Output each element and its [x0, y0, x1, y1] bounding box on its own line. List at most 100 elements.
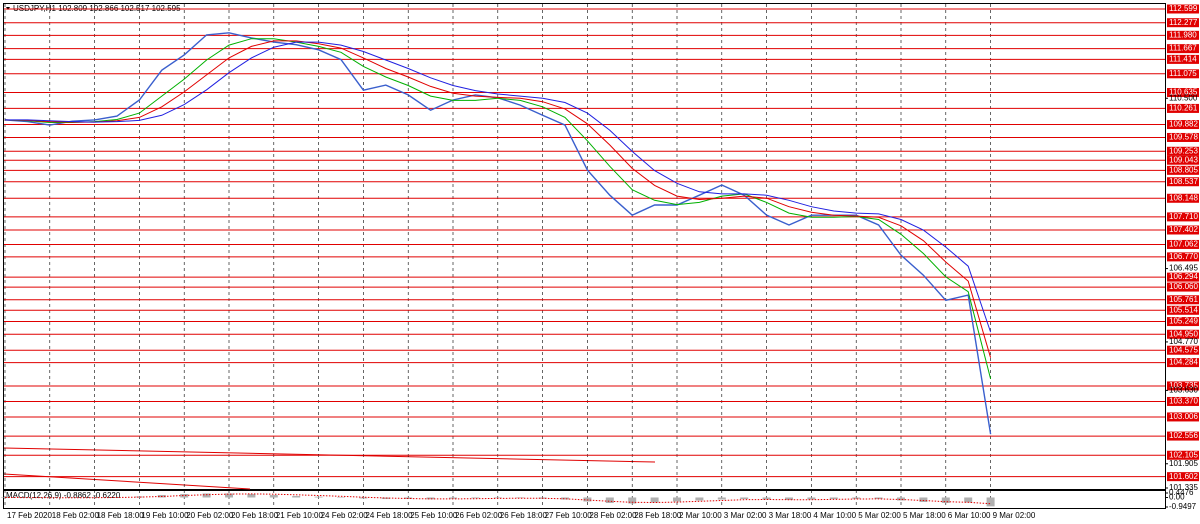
- level-label-box: [1167, 44, 1199, 54]
- level-label: 102.556: [1169, 431, 1198, 440]
- level-label-box: [1167, 146, 1199, 156]
- signal-line: [4, 493, 991, 505]
- level-label: 104.284: [1169, 358, 1198, 367]
- level-label-box: [1167, 18, 1199, 28]
- macd-bar: [359, 497, 368, 499]
- level-label-box: [1167, 329, 1199, 339]
- macd-bar: [919, 497, 928, 502]
- macd-bar: [986, 497, 995, 507]
- macd-bar: [225, 493, 233, 498]
- y-tick-label: 103.630: [1169, 386, 1198, 395]
- level-label-box: [1167, 69, 1199, 79]
- level-label: 109.253: [1169, 146, 1198, 155]
- macd-bar: [717, 497, 726, 500]
- macd-bar: [314, 496, 323, 498]
- x-tick-label: 3 Mar 02:00: [724, 511, 767, 520]
- level-label-box: [1167, 431, 1199, 441]
- x-tick-label: 21 Feb 10:00: [276, 511, 324, 520]
- level-label-box: [1167, 272, 1199, 282]
- x-tick-label: 18 Feb 18:00: [97, 511, 145, 520]
- macd-bar: [471, 497, 480, 499]
- x-tick-label: 17 Feb 2020: [7, 511, 52, 520]
- macd-bar: [762, 497, 771, 500]
- level-label-box: [1167, 120, 1199, 130]
- y-tick-label: 110.500: [1169, 93, 1198, 102]
- y-tick-label: 0.4476: [1169, 488, 1194, 497]
- macd-bar: [785, 497, 793, 500]
- level-label-box: [1167, 225, 1199, 235]
- x-tick-label: 4 Mar 10:00: [813, 511, 856, 520]
- level-label-box: [1167, 381, 1199, 391]
- level-label-box: [1167, 396, 1199, 406]
- macd-title: MACD(12,26,9) -0.8862 -0.6220: [6, 491, 121, 500]
- macd-bar: [583, 497, 592, 502]
- level-label: 107.402: [1169, 225, 1198, 234]
- level-label-box: [1167, 30, 1199, 40]
- x-tick-label: 28 Feb 18:00: [634, 511, 682, 520]
- level-label-box: [1167, 345, 1199, 355]
- level-label: 108.148: [1169, 193, 1198, 202]
- x-tick-label: 28 Feb 02:00: [589, 511, 637, 520]
- x-tick-label: 9 Mar 02:00: [993, 511, 1036, 520]
- level-label: 111.980: [1169, 30, 1197, 39]
- macd-bar: [202, 493, 211, 498]
- macd-bar: [852, 497, 861, 499]
- level-label: 106.060: [1169, 282, 1198, 291]
- level-label: 106.294: [1169, 272, 1198, 281]
- level-label: 106.770: [1169, 252, 1198, 261]
- y-tick-label: -0.9497: [1169, 502, 1197, 511]
- level-label: 103.006: [1169, 412, 1198, 421]
- macd-bar: [941, 497, 950, 503]
- x-tick-label: 18 Feb 02:00: [52, 511, 100, 520]
- macd-bar: [381, 497, 390, 499]
- macd-bar: [269, 494, 278, 498]
- price-pane: [3, 3, 1166, 490]
- macd-bar: [829, 497, 838, 499]
- macd-bar: [426, 497, 435, 500]
- level-label-box: [1167, 193, 1199, 203]
- series-line: [4, 38, 992, 380]
- macd-bar: [807, 497, 816, 500]
- macd-bar: [740, 497, 749, 499]
- level-label: 105.249: [1169, 317, 1198, 326]
- level-label: 108.537: [1169, 177, 1198, 186]
- level-label-box: [1167, 103, 1199, 113]
- macd-bar: [247, 493, 256, 498]
- macd-bar: [673, 497, 681, 502]
- level-label: 111.667: [1169, 44, 1197, 53]
- level-label: 110.261: [1169, 104, 1198, 113]
- macd-bar: [180, 493, 189, 498]
- y-tick-label: 101.335: [1169, 483, 1198, 492]
- level-label-box: [1167, 132, 1199, 142]
- level-label: 112.599: [1169, 4, 1198, 13]
- level-label: 111.075: [1169, 69, 1197, 78]
- level-label: 103.370: [1169, 397, 1198, 406]
- y-tick-label: 101.905: [1169, 459, 1198, 468]
- macd-bar: [897, 497, 905, 501]
- x-tick-label: 20 Feb 18:00: [231, 511, 279, 520]
- x-tick-label: 24 Feb 02:00: [321, 511, 369, 520]
- level-label: 109.882: [1169, 120, 1198, 129]
- level-label-box: [1167, 472, 1199, 482]
- level-label: 105.514: [1169, 305, 1198, 314]
- x-tick-label: 27 Feb 10:00: [545, 511, 593, 520]
- level-label-box: [1167, 358, 1199, 368]
- x-tick-label: 20 Feb 02:00: [186, 511, 234, 520]
- level-label: 102.105: [1169, 450, 1198, 459]
- level-label: 112.277: [1169, 18, 1198, 27]
- macd-bar: [874, 497, 883, 499]
- macd-bar: [90, 497, 99, 498]
- macd-pane: [3, 490, 1166, 509]
- level-label-box: [1167, 239, 1199, 249]
- level-label-box: [1167, 4, 1199, 14]
- macd-bar: [135, 496, 144, 498]
- level-label: 101.602: [1169, 472, 1198, 481]
- level-label: 104.950: [1169, 329, 1198, 338]
- macd-bar: [628, 497, 637, 504]
- level-label-box: [1167, 212, 1199, 222]
- level-label-box: [1167, 295, 1199, 305]
